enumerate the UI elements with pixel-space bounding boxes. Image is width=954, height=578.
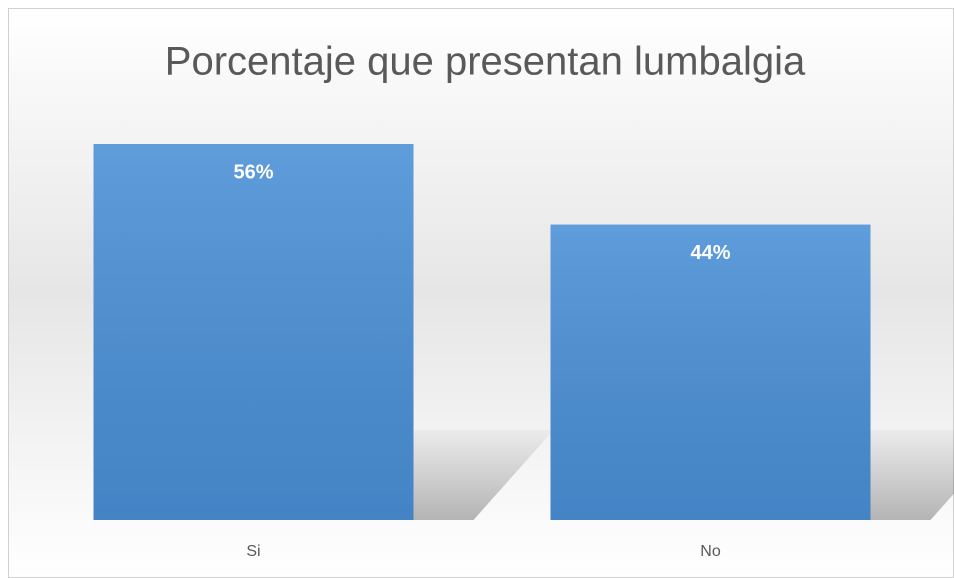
bar-sheen	[93, 144, 414, 520]
bar-sheen	[550, 224, 871, 521]
bar-shadow	[870, 430, 954, 520]
value-label: 56%	[233, 161, 273, 183]
x-tick-label: Si	[246, 543, 260, 560]
bar-shadow	[413, 430, 554, 520]
chart-title: Porcentaje que presentan lumbalgia	[165, 40, 806, 84]
x-tick-label: No	[700, 543, 721, 560]
value-label: 44%	[690, 242, 730, 264]
